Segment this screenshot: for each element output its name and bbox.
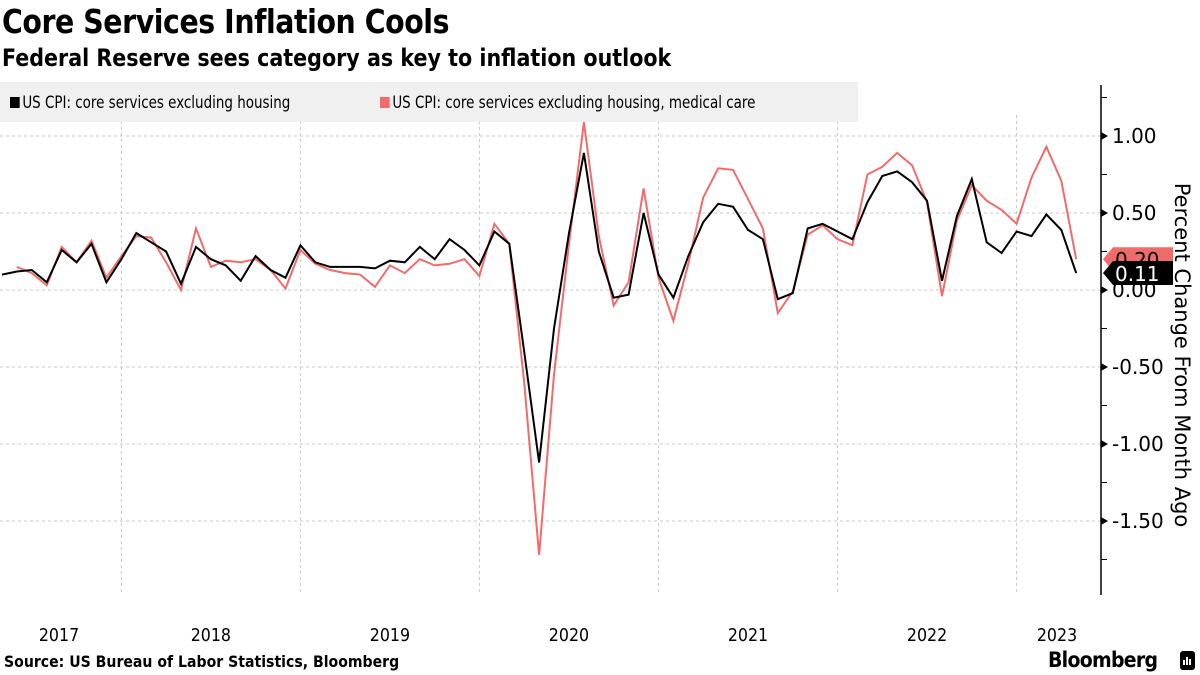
y-tick-label: 1.00: [1112, 124, 1157, 148]
last-value-badge: [1103, 261, 1173, 286]
x-tick-label: 2017: [39, 624, 79, 645]
x-tick-label: 2019: [370, 624, 410, 645]
x-tick-label: 2018: [191, 624, 231, 645]
bloomberg-logo: Bloomberg: [1048, 648, 1158, 672]
y-tick-label: -1.50: [1112, 509, 1164, 533]
x-tick-label: 2023: [1037, 624, 1077, 645]
chart-subtitle: Federal Reserve sees category as key to …: [2, 44, 672, 72]
bloomberg-chart-icon: [1180, 651, 1195, 670]
chart-title: Core Services Inflation Cools: [2, 2, 450, 41]
y-tick-mark: [1101, 440, 1108, 448]
y-tick-mark: [1101, 209, 1108, 217]
y-tick-label: -0.50: [1112, 355, 1164, 379]
y-tick-mark: [1101, 132, 1108, 140]
legend-swatch-red: [380, 97, 390, 108]
y-tick-mark: [1101, 517, 1108, 525]
last-value-label: 0.11: [1115, 262, 1160, 286]
legend-item-core-ex-housing-medical: US CPI: core services excluding housing,…: [380, 93, 755, 113]
y-tick-mark: [1101, 286, 1108, 294]
legend-item-core-ex-housing: US CPI: core services excluding housing: [10, 93, 290, 113]
series-line-core-ex-housing-medical: [16, 121, 1078, 555]
x-tick-label: 2020: [549, 624, 589, 645]
series-line-core-ex-housing: [1, 152, 1078, 463]
x-tick-label: 2021: [728, 624, 768, 645]
legend: US CPI: core services excluding housing …: [0, 82, 858, 122]
y-axis-title: Percent Change From Month Ago: [1170, 183, 1194, 528]
source-note: Source: US Bureau of Labor Statistics, B…: [4, 652, 400, 671]
legend-swatch-black: [10, 97, 20, 108]
legend-label: US CPI: core services excluding housing: [22, 93, 291, 113]
y-tick-mark: [1101, 363, 1108, 371]
y-tick-label: -1.00: [1112, 432, 1164, 456]
y-tick-label: 0.50: [1112, 201, 1157, 225]
x-tick-label: 2022: [907, 624, 947, 645]
legend-label: US CPI: core services excluding housing,…: [392, 93, 756, 113]
